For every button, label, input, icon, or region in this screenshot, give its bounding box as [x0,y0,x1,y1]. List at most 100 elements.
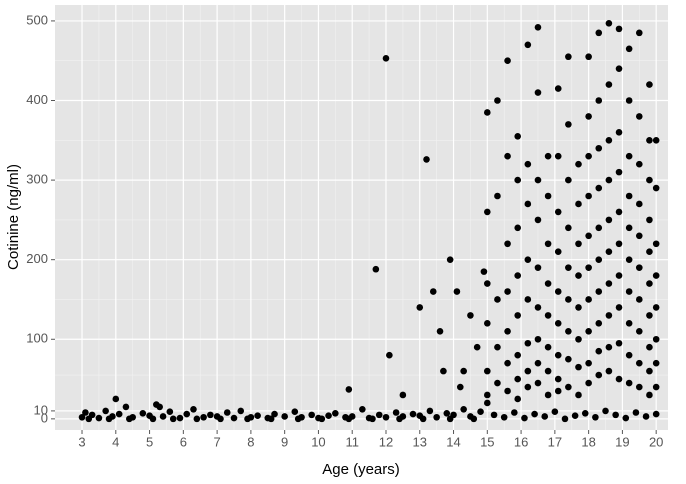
point [281,413,288,420]
x-tick-label: 18 [581,434,595,449]
point [534,89,542,96]
point [595,97,603,104]
point [494,343,501,351]
point [176,414,184,422]
y-tick-label: 0 [41,410,48,425]
point [605,176,613,184]
point [271,410,278,418]
point [575,363,582,371]
point [652,272,660,279]
point [554,351,562,359]
point [585,192,592,200]
point [169,415,177,423]
x-tick-label: 12 [379,434,393,449]
point [585,232,592,240]
point [514,375,522,383]
point [446,415,454,423]
x-tick-label: 10 [311,434,325,449]
point [585,379,592,387]
point [646,136,653,144]
point [652,359,660,367]
point [541,413,549,420]
x-tick-label: 4 [112,434,119,449]
point [625,97,633,104]
point [294,415,302,423]
y-tick-label: 100 [26,331,48,346]
point [652,383,660,391]
point [399,391,407,399]
point [635,328,643,335]
point [82,409,89,416]
point [223,409,231,416]
point [615,25,623,33]
point [386,351,393,359]
point [382,413,390,421]
point [615,339,623,347]
point [615,168,623,176]
point [595,256,603,263]
point [571,412,579,419]
point [514,176,522,184]
y-tick-label: 10 [34,402,48,417]
point [575,304,582,311]
x-tick-label: 16 [514,434,528,449]
point [524,296,532,303]
x-tick-label: 14 [446,434,460,449]
point [625,351,633,359]
point [504,152,511,160]
point [575,272,582,279]
point [615,375,623,383]
point [554,320,562,327]
point [112,395,120,403]
point [359,406,366,413]
point [534,23,542,31]
point [375,411,383,419]
point [484,320,491,327]
point [514,133,522,140]
point [575,160,582,168]
point [484,391,491,399]
point [605,216,613,224]
point [554,248,562,256]
point [494,296,501,303]
point [396,415,403,423]
point [426,407,434,415]
point [585,328,592,335]
x-tick-label: 7 [213,434,220,449]
point [207,411,214,419]
point [605,136,613,144]
point [85,415,93,423]
point [554,152,562,160]
point [602,407,609,415]
point [409,410,417,418]
point [544,152,552,160]
point [595,224,603,232]
point [504,387,511,395]
point [494,379,501,387]
point [595,29,603,37]
point [565,176,572,184]
point [524,41,532,49]
point [416,304,424,311]
point [166,408,174,415]
x-tick-label: 9 [281,434,288,449]
point [635,296,643,303]
point [183,410,191,418]
point [646,391,653,399]
y-tick-label: 500 [26,12,48,27]
point [612,411,619,419]
point [595,347,603,355]
point [524,339,532,347]
point [646,248,653,256]
point [595,184,603,192]
point [544,240,552,248]
point [78,413,86,421]
point [652,240,660,248]
point [514,224,522,232]
point [193,415,201,423]
point [646,280,653,287]
point [554,375,562,383]
point [625,320,633,327]
point [585,296,592,303]
point [460,406,467,413]
